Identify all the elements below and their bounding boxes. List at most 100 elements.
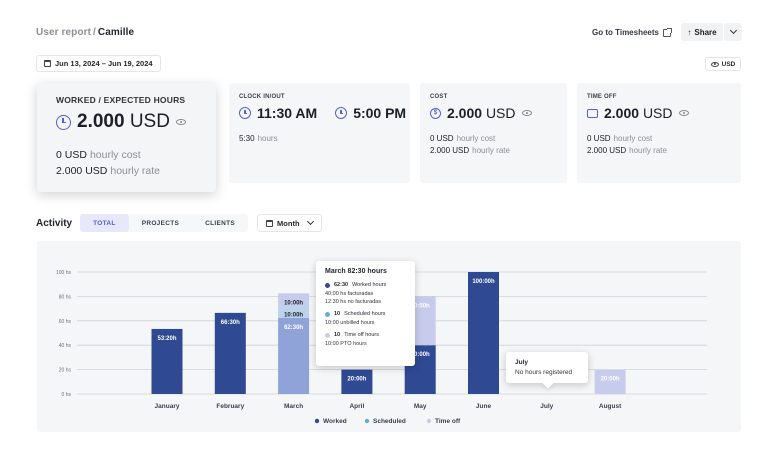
cost-value: 2.000: [447, 105, 483, 121]
march-tooltip: March 82:30 hours 62:30 Worked hours 40:…: [316, 261, 415, 366]
bar-data-label: 10:00h: [284, 300, 303, 306]
cost-rate-value: 2.000 USD: [430, 146, 470, 155]
go-to-timesheets-link[interactable]: Go to Timesheets: [592, 27, 672, 37]
tooltip-worked-label: Worked hours: [352, 282, 387, 288]
bar-scheduled: [278, 305, 310, 318]
clock-out-icon: [335, 107, 348, 119]
bar-data-label: 20:00h: [347, 377, 366, 383]
period-select[interactable]: Month: [257, 214, 322, 232]
cost-hourly-rate: 2.000 USD hourly rate: [430, 146, 510, 155]
tooltip-timeoff-label: Time off hours: [344, 332, 379, 338]
worked-value: 2.000: [77, 111, 125, 132]
clock-hours-value: 5:30: [239, 134, 255, 143]
bar-data-label: 40:00h: [411, 303, 430, 309]
tooltip-worked-billed: 40:00 hs facturadas: [325, 291, 374, 297]
clock-card-label: CLOCK IN/OUT: [239, 94, 285, 100]
x-tick-label: August: [599, 403, 622, 410]
worked-hourly-rate: 2.000 USD hourly rate: [56, 165, 160, 177]
cost-card-label: COST: [430, 94, 448, 100]
legend-label: Time off: [435, 418, 461, 425]
timeoff-hourly-cost: 0 USD hourly cost: [587, 134, 652, 143]
tooltip-scheduled-sub: 10:00 unbilled hours: [325, 320, 375, 326]
x-tick-label: February: [216, 403, 244, 410]
activity-toolbar: Activity TOTAL PROJECTS CLIENTS Month: [36, 214, 322, 232]
timeoff-card-label: TIME OFF: [587, 94, 617, 100]
chevron-down-icon: [306, 217, 314, 226]
clock-in-icon: [239, 107, 251, 119]
clock-out-value: 5:00 PM: [353, 105, 407, 121]
timeoff-dot-icon: [325, 332, 330, 338]
x-tick-label: July: [540, 403, 553, 410]
x-tick-label: April: [349, 403, 364, 410]
timeoff-hourly-rate: 2.000 USD hourly rate: [587, 146, 667, 155]
eye-icon: [710, 61, 719, 67]
activity-title: Activity: [36, 217, 73, 229]
bar-data-label: 62:30h: [284, 325, 303, 331]
bar-worked: [278, 317, 310, 394]
calendar-icon: [44, 60, 51, 67]
eye-icon[interactable]: [521, 110, 532, 116]
share-button[interactable]: ↑ Share: [681, 23, 723, 41]
tooltip-timeoff-value: 10: [334, 332, 341, 338]
clock-card-values: 11:30 AM 5:00 PM: [239, 105, 406, 121]
eye-icon[interactable]: [678, 110, 689, 116]
share-options-button[interactable]: [724, 23, 742, 41]
tab-projects[interactable]: PROJECTS: [141, 219, 180, 227]
july-tooltip-text: No hours registered: [515, 369, 573, 376]
calendar-icon: [266, 219, 274, 227]
share-label: Share: [694, 27, 717, 37]
y-tick-label: 100 hs: [56, 270, 72, 276]
top-bar: User report / Camille Go to Timesheets ↑ S…: [36, 23, 742, 42]
date-range-picker[interactable]: Jun 13, 2024 – Jun 19, 2024: [36, 55, 161, 72]
tooltip-scheduled-label: Scheduled hours: [344, 311, 386, 317]
legend-dot: [426, 418, 432, 424]
worked-card-value: 2.000 USD: [56, 111, 186, 133]
tooltip-timeoff-row: 10 Time off hours: [325, 332, 406, 338]
tab-clients[interactable]: CLIENTS: [205, 219, 236, 227]
tooltip-scheduled-row: 10 Scheduled hours: [325, 311, 406, 317]
period-label: Month: [277, 218, 300, 228]
scheduled-dot-icon: [325, 311, 330, 317]
bar-data-label: 40:00h: [411, 352, 430, 358]
bar-time-off: [594, 369, 626, 394]
timeoff-rate-label: hourly rate: [629, 146, 667, 155]
cost-unit: USD: [485, 105, 516, 121]
bar-data-label: 66:30h: [221, 320, 240, 326]
clock-hours: 5:30 hours: [239, 134, 278, 143]
legend-label: Scheduled: [373, 418, 406, 425]
currency-toggle[interactable]: USD: [705, 57, 741, 71]
x-tick-label: January: [155, 403, 180, 410]
clock-in-out-card[interactable]: CLOCK IN/OUT 11:30 AM 5:00 PM 5:30 hours: [229, 83, 410, 183]
y-tick-label: 80 hs: [59, 294, 72, 300]
breadcrumb-current: Camille: [97, 27, 135, 38]
worked-cost-label: hourly cost: [89, 149, 141, 161]
timeoff-unit: USD: [642, 105, 673, 121]
tooltip-timeoff-sub: 10:00 PTO hours: [325, 341, 367, 347]
bar-data-label: 10:00h: [284, 313, 303, 319]
tooltip-worked-unbilled: 12:30 hs no facturadas: [325, 299, 381, 305]
cost-card[interactable]: COST $ 2.000 USD 0 USD hourly cost 2.000 …: [420, 83, 567, 183]
time-off-card[interactable]: TIME OFF 2.000 USD 0 USD hourly cost 2.00…: [577, 83, 741, 183]
eye-icon[interactable]: [175, 119, 186, 125]
cost-rate-label: hourly rate: [472, 146, 510, 155]
activity-chart: 0 hs 20 hs 40 hs 60 hs 80 hs 100 hs 53:20h Janu…: [56, 270, 707, 425]
worked-unit: USD: [129, 111, 170, 132]
july-tooltip-title: July: [515, 359, 529, 366]
x-tick-label: May: [414, 403, 427, 410]
bar-worked: [151, 328, 183, 394]
tooltip-worked-value: 62:30: [334, 282, 349, 288]
tab-total[interactable]: TOTAL: [80, 214, 129, 232]
bar-data-label: 20:00h: [601, 377, 620, 383]
legend-dot: [364, 418, 370, 424]
worked-card-label: WORKED / EXPECTED HOURS: [56, 95, 186, 105]
bar-data-label: 100:00h: [472, 279, 495, 285]
chevron-down-icon: [729, 26, 737, 35]
dollar-coin-icon: $: [430, 107, 441, 119]
y-tick-label: 20 hs: [59, 368, 72, 374]
x-tick-label: June: [476, 403, 492, 410]
currency-label: USD: [721, 60, 736, 68]
worked-dot-icon: [325, 282, 330, 288]
worked-hours-card[interactable]: WORKED / EXPECTED HOURS 2.000 USD 0 USD h…: [37, 83, 216, 192]
clock-icon: [56, 114, 71, 130]
breadcrumb-parent[interactable]: User report: [36, 27, 92, 38]
